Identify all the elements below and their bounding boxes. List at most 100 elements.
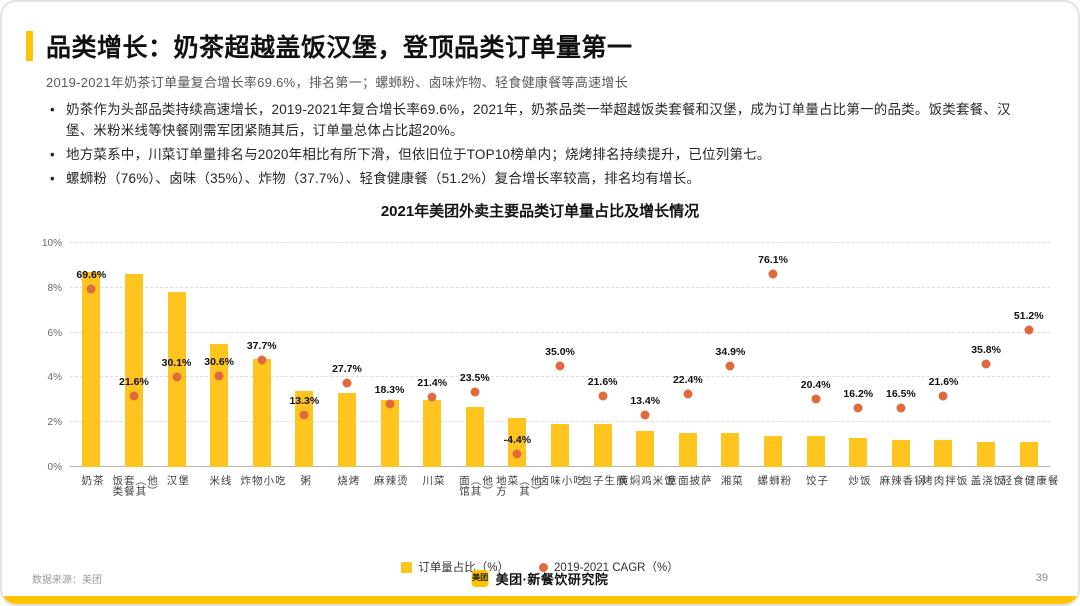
chart-slot: 30.6% 米线 (198, 243, 241, 486)
order-share-bar (380, 399, 399, 467)
cagr-dot (129, 391, 139, 401)
chart-slot: 35.8% 盖浇饭 (965, 243, 1008, 485)
cagr-dot (299, 410, 309, 420)
chart-slot: 20.4% 饺子 (794, 243, 837, 486)
cagr-dot (470, 387, 480, 397)
gridline (70, 331, 1050, 333)
cagr-dot (86, 284, 96, 294)
order-share-bar (977, 442, 996, 467)
category-label: 奶茶 (80, 475, 104, 486)
cagr-value-label: 16.2% (843, 388, 874, 401)
cagr-dot (640, 410, 650, 420)
cagr-value-label: 30.6% (204, 356, 235, 369)
cagr-dot (683, 389, 693, 399)
category-label: 汉堡 (165, 475, 190, 486)
legend-item-cagr: 2019-2021 CAGR（%） (539, 559, 679, 575)
cagr-value-label: 76.1% (758, 254, 788, 267)
category-label: 面馆（其他） (458, 475, 494, 496)
cagr-dot (214, 371, 224, 381)
cagr-value-label: 35.0% (545, 346, 575, 359)
y-axis-tick: 10% (41, 238, 62, 249)
cagr-dot (598, 391, 608, 401)
chart-slot: 35.0% 卤味小吃 (537, 243, 584, 485)
bullet-item: 奶茶作为头部品类持续高速增长，2019-2021年复合增长率69.6%，2021… (48, 100, 1036, 142)
category-label: 卤味小吃 (537, 475, 585, 486)
cagr-value-label: 16.5% (885, 387, 916, 400)
cagr-value-label: 51.2% (1013, 309, 1044, 322)
cagr-value-label: 30.1% (161, 357, 192, 370)
category-label: 烧烤 (335, 475, 360, 486)
chart-slot: 37.7% 炸物小吃 (239, 243, 286, 485)
cagr-value-label: 21.6% (928, 376, 959, 389)
chart-slot: 18.3% 麻辣烫 (368, 243, 411, 486)
cagr-value-label: 13.3% (289, 394, 320, 407)
category-label: 炸物小吃 (239, 475, 286, 486)
category-label: 饭类套餐（其他） (111, 475, 158, 496)
gridline (70, 242, 1050, 243)
cagr-dot (768, 269, 778, 279)
cagr-value-label: 21.6% (587, 376, 618, 389)
order-share-bar (806, 435, 825, 467)
cagr-value-label: 27.7% (332, 362, 362, 375)
dot-swatch-icon (539, 562, 549, 572)
chart-slot: 23.5% 面馆（其他） (453, 243, 496, 496)
title-accent-bar (26, 31, 33, 61)
chart-slot: 76.1% 螺蛳粉 (752, 243, 795, 485)
cagr-value-label: 20.4% (800, 378, 831, 391)
chart-slot: -4.4% 地方菜（其他） (495, 243, 541, 496)
bottom-accent-strip (2, 596, 1078, 604)
data-source: 数据来源：美团 (32, 574, 102, 586)
category-label: 螺蛳粉 (756, 475, 792, 486)
category-label: 饺子 (804, 475, 829, 486)
y-axis-tick: 4% (47, 372, 62, 384)
chart-slot: 21.6% 包子生煎 (580, 243, 627, 485)
chart-slot: 22.4% 意面披萨 (665, 243, 712, 485)
order-share-bar (934, 440, 953, 467)
bullet-item: 地方菜系中，川菜订单量排名与2020年相比有所下滑，但依旧位于TOP10榜单内；… (48, 145, 1036, 166)
chart-plot-area: 0% 2% 4% 6% 8% 10% 69.6% 奶茶 21.6% 饭类套餐（其他） 30.1% 汉… (42, 238, 1059, 496)
category-label: 炒饭 (847, 475, 871, 486)
category-label: 轻食健康餐 (1000, 475, 1059, 486)
order-share-bar (721, 433, 740, 467)
chart-slot: 21.6% 饭类套餐（其他） (111, 243, 158, 496)
bullet-list: 奶茶作为头部品类持续高速增长，2019-2021年复合增长率69.6%，2021… (48, 100, 1036, 193)
cagr-value-label: 18.3% (374, 383, 405, 396)
legend-label: 2019-2021 CAGR（%） (554, 562, 679, 574)
cagr-dot (427, 392, 437, 402)
subtitle: 2019-2021年奶茶订单量复合增长率69.6%，排名第一；螺蛳粉、卤味炸物、… (46, 75, 629, 90)
order-share-bar (551, 424, 569, 467)
order-share-bar (891, 440, 910, 467)
order-share-bar (593, 424, 612, 467)
gridline (70, 286, 1050, 288)
cagr-dot (853, 403, 863, 413)
category-label: 湘菜 (719, 475, 743, 486)
slide-header: 品类增长：奶茶超越盖饭汉堡，登顶品类订单量第一 2019-2021年奶茶订单量复… (26, 28, 1054, 91)
chart-slot: 13.4% 黄焖鸡米饭 (617, 243, 675, 486)
order-share-bar (849, 437, 868, 467)
chart-slot: 34.9% 湘菜 (709, 243, 752, 485)
y-axis-tick: 0% (47, 462, 62, 473)
order-share-bar (465, 406, 484, 467)
category-label: 米线 (208, 475, 232, 486)
meituan-logo-icon: 美团 (471, 569, 489, 587)
y-axis-tick: 6% (47, 327, 62, 339)
chart-slot: 21.4% 川菜 (411, 243, 454, 486)
order-share-bar (295, 390, 314, 467)
order-share-bar (764, 435, 783, 467)
brand: 美团 美团·新餐饮研究院 (471, 569, 609, 588)
chart-slot: 51.2% 轻食健康餐 (1000, 243, 1058, 486)
order-share-bar (636, 431, 655, 467)
cagr-dot (172, 372, 182, 382)
chart-slot: 16.5% 麻辣香锅 (878, 243, 925, 486)
order-share-bar (423, 399, 442, 467)
cagr-value-label: 13.4% (630, 394, 661, 407)
chart-title: 2021年美团外卖主要品类订单量占比及增长情况 (380, 203, 700, 220)
cagr-dot (725, 361, 735, 371)
cagr-dot (342, 378, 352, 388)
cagr-dot (1024, 325, 1034, 335)
order-share-bar (337, 393, 356, 467)
order-share-bar (1019, 442, 1038, 467)
order-share-bar (82, 272, 101, 467)
page-number: 39 (1035, 572, 1048, 584)
